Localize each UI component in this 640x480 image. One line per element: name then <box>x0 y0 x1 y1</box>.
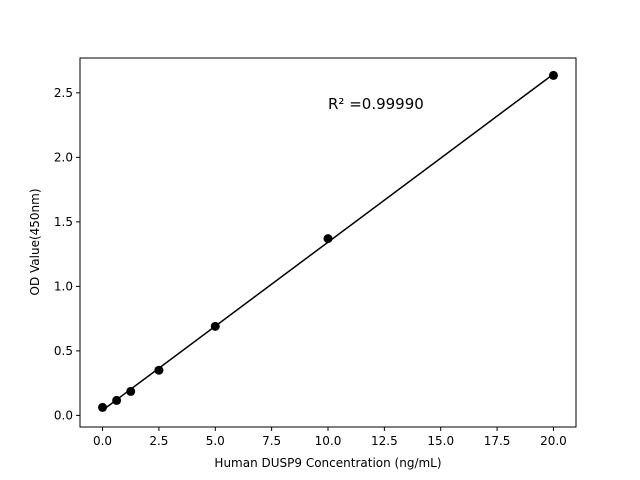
data-point <box>548 70 558 80</box>
x-tick-label: 5.0 <box>206 434 225 448</box>
y-tick-label: 2.0 <box>54 150 73 164</box>
data-point <box>323 234 333 244</box>
x-tick-label: 20.0 <box>540 434 567 448</box>
x-tick-label: 12.5 <box>371 434 398 448</box>
y-tick-label: 2.5 <box>54 86 73 100</box>
data-point <box>98 402 108 412</box>
x-tick-label: 7.5 <box>262 434 281 448</box>
x-tick-label: 0.0 <box>93 434 112 448</box>
y-tick-label: 0.5 <box>54 344 73 358</box>
data-point <box>126 386 136 396</box>
y-tick-label: 0.0 <box>54 408 73 422</box>
y-axis-label: OD Value(450nm) <box>28 188 42 295</box>
r-squared-annotation: R² =0.99990 <box>328 95 424 113</box>
x-tick-label: 10.0 <box>315 434 342 448</box>
x-tick-label: 17.5 <box>484 434 511 448</box>
y-tick-label: 1.0 <box>54 279 73 293</box>
x-tick-label: 15.0 <box>427 434 454 448</box>
x-axis-label: Human DUSP9 Concentration (ng/mL) <box>214 456 441 470</box>
x-tick-label: 2.5 <box>149 434 168 448</box>
data-point <box>210 321 220 331</box>
data-point <box>154 365 164 375</box>
y-tick-label: 1.5 <box>54 215 73 229</box>
data-point <box>112 395 122 405</box>
